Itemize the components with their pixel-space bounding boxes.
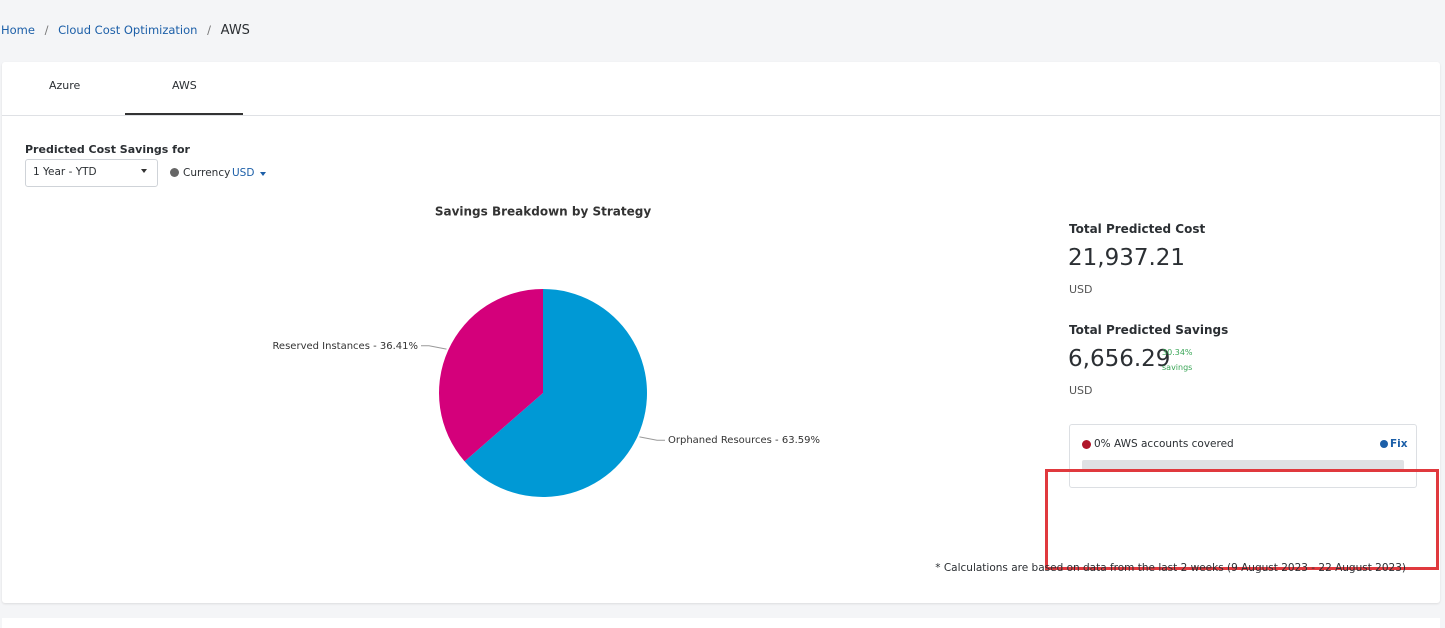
- breadcrumb-link[interactable]: Home: [1, 23, 35, 37]
- leader-line: [421, 345, 447, 350]
- breadcrumb: Home / Cloud Cost Optimization / AWS: [1, 23, 250, 38]
- gear-icon: [1380, 440, 1388, 448]
- divider: [2, 115, 1440, 116]
- tab-active[interactable]: AWS: [172, 79, 197, 92]
- savings-percent: 30.34%: [1162, 348, 1193, 357]
- currency-select[interactable]: USD: [232, 167, 255, 179]
- slice-label: Orphaned Resources - 63.59%: [668, 435, 820, 446]
- filter-label: Predicted Cost Savings for: [25, 143, 190, 156]
- select-value: 1 Year - YTD: [33, 166, 97, 178]
- period-select[interactable]: 1 Year - YTD: [25, 159, 158, 187]
- progress-bar: [1082, 460, 1404, 470]
- currency-label: Currency: [183, 167, 231, 179]
- card: Azure AWS Predicted Cost Savings for 1 Y…: [2, 62, 1440, 603]
- chart: Savings Breakdown by Strategy Orphaned R…: [272, 205, 820, 497]
- summary-value: 6,656.29: [1068, 346, 1171, 372]
- coverage-panel: 0% AWS accounts covered Fix: [1069, 424, 1417, 488]
- caret: [260, 172, 266, 179]
- summary-value: 21,937.21: [1068, 245, 1186, 271]
- tab[interactable]: Azure: [49, 79, 81, 92]
- highlight-box: [1045, 469, 1439, 570]
- footnote: * Calculations are based on data from th…: [935, 562, 1406, 574]
- tab-underline: [125, 113, 243, 115]
- savings-label: savings: [1162, 363, 1193, 372]
- breadcrumb-link[interactable]: Cloud Cost Optimization: [58, 23, 198, 37]
- info-icon: [170, 168, 179, 177]
- breadcrumb-current: AWS: [220, 23, 250, 38]
- chart-title: Savings Breakdown by Strategy: [435, 205, 652, 219]
- summary-title: Total Predicted Cost: [1069, 222, 1206, 236]
- next-card: [2, 618, 1440, 628]
- separator: /: [207, 23, 211, 37]
- slice-label: Reserved Instances - 36.41%: [272, 341, 418, 352]
- fix-link[interactable]: Fix: [1390, 438, 1408, 450]
- error-icon: [1082, 440, 1091, 449]
- pie-slice: [464, 289, 647, 497]
- summary-title: Total Predicted Savings: [1069, 323, 1229, 337]
- coverage-text: 0% AWS accounts covered: [1094, 438, 1234, 450]
- separator: /: [44, 23, 49, 37]
- pie-slice: [438, 289, 543, 462]
- summary-unit: USD: [1069, 384, 1093, 397]
- summary-unit: USD: [1069, 283, 1093, 296]
- leader-line: [639, 436, 665, 441]
- caret: [141, 169, 147, 176]
